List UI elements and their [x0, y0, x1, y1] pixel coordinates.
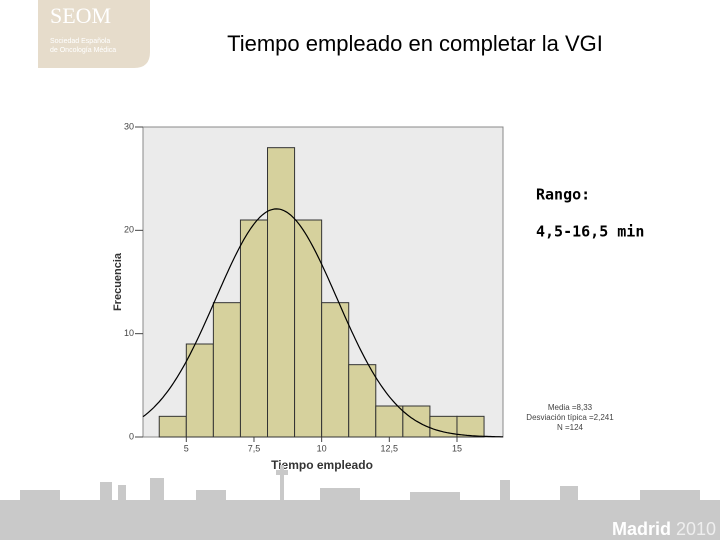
annotation: Rango:	[536, 186, 590, 204]
bar	[294, 219, 323, 438]
x-tick-label: 12,5	[381, 443, 399, 453]
bar	[158, 415, 187, 438]
bar	[456, 415, 485, 438]
bar	[212, 302, 241, 438]
bar	[267, 147, 296, 438]
bar	[321, 302, 350, 438]
y-axis-label: Frecuencia	[112, 252, 124, 311]
skyline	[0, 465, 720, 540]
footer-city: Madrid	[612, 519, 671, 539]
stats-label: Desviación típica =2,241	[526, 413, 614, 422]
y-tick-label: 30	[124, 121, 134, 131]
x-tick-label: 10	[317, 443, 327, 453]
y-tick-label: 10	[124, 328, 134, 338]
x-axis-label: Tiempo empleado	[271, 458, 373, 472]
x-tick-label: 15	[452, 443, 462, 453]
slide-title: Tiempo empleado en completar la VGI	[227, 31, 603, 56]
logo-subtitle: de Oncología Médica	[50, 47, 116, 54]
normal-curve	[142, 208, 503, 438]
logo-subtitle: Sociedad Española	[50, 38, 110, 45]
footer-year: 2010	[676, 519, 716, 539]
annotation: 4,5-16,5 min	[536, 223, 644, 241]
bar	[375, 405, 404, 438]
y-tick-label: 20	[124, 225, 134, 235]
bar	[239, 219, 269, 438]
stats-label: N =124	[557, 423, 584, 432]
y-tick-label: 0	[129, 431, 134, 441]
bar	[348, 364, 377, 438]
x-tick-label: 7,5	[248, 443, 261, 453]
bar	[185, 343, 214, 438]
logo-badge	[38, 0, 150, 68]
logo-text: SEOM	[50, 3, 111, 28]
x-tick-label: 5	[184, 443, 189, 453]
stats-label: Media =8,33	[548, 403, 593, 412]
